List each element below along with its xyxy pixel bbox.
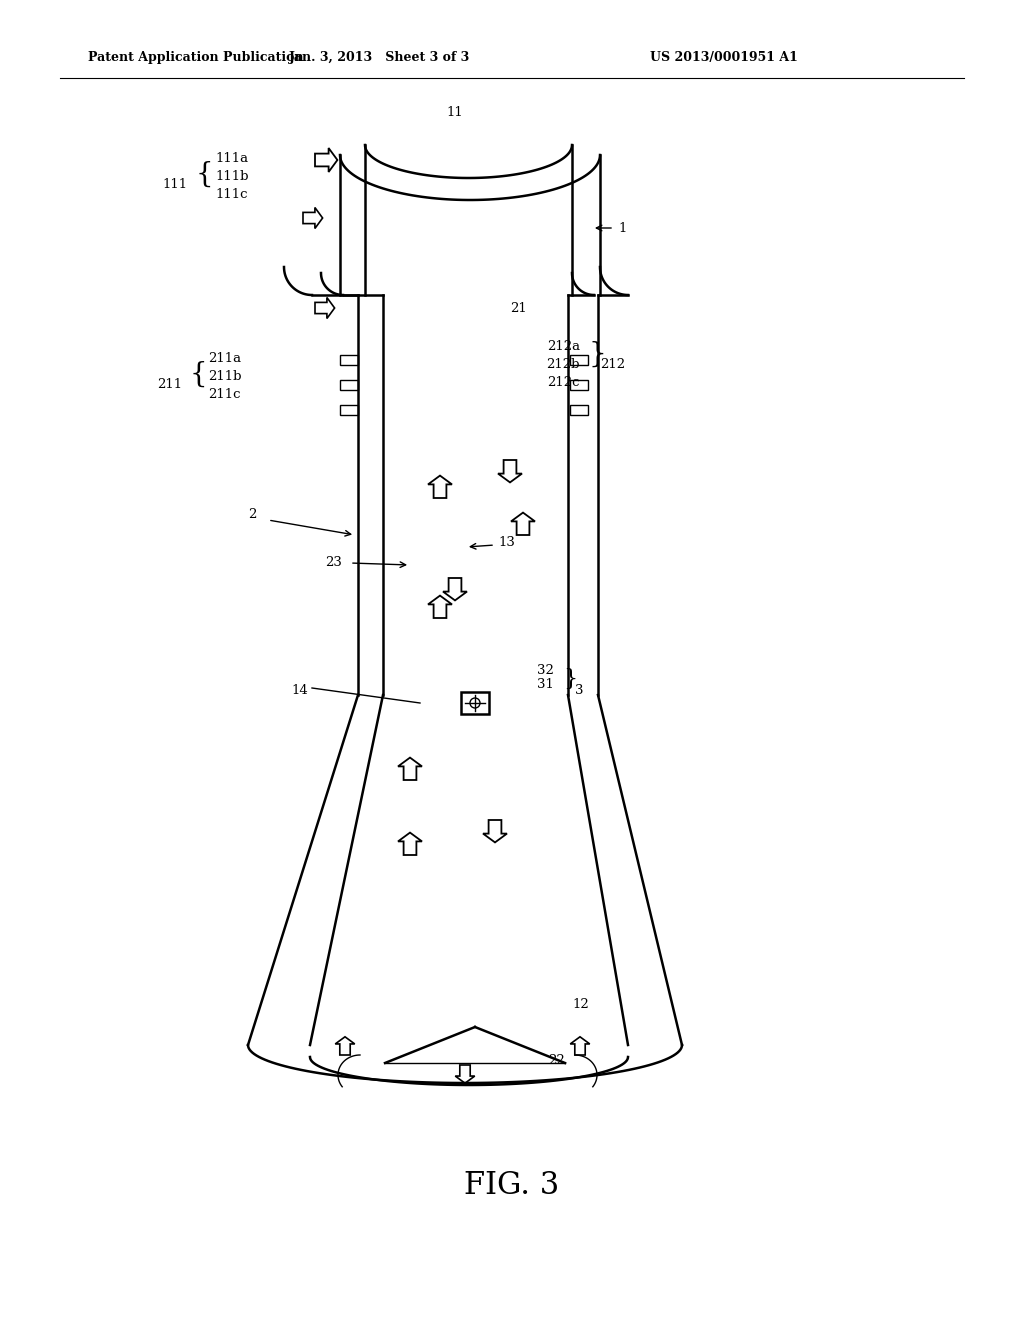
Text: 212: 212 xyxy=(600,359,625,371)
Text: 2: 2 xyxy=(248,508,256,521)
Text: 111: 111 xyxy=(163,178,188,191)
Text: 212c: 212c xyxy=(548,375,580,388)
Polygon shape xyxy=(398,758,422,780)
Bar xyxy=(340,405,358,414)
Text: 22: 22 xyxy=(548,1053,565,1067)
Text: 211: 211 xyxy=(157,379,182,392)
Text: }: } xyxy=(563,668,578,690)
Text: FIG. 3: FIG. 3 xyxy=(464,1170,560,1200)
Text: US 2013/0001951 A1: US 2013/0001951 A1 xyxy=(650,51,798,65)
Polygon shape xyxy=(428,475,452,498)
Text: 111c: 111c xyxy=(215,187,248,201)
Polygon shape xyxy=(456,1065,475,1084)
Text: 1: 1 xyxy=(618,222,627,235)
Bar xyxy=(340,355,358,366)
Polygon shape xyxy=(511,512,535,535)
Text: 12: 12 xyxy=(572,998,589,1011)
Text: 211a: 211a xyxy=(208,351,241,364)
Text: {: { xyxy=(196,161,214,187)
Text: 21: 21 xyxy=(510,301,526,314)
Bar xyxy=(461,692,489,714)
Text: 13: 13 xyxy=(498,536,515,549)
Polygon shape xyxy=(398,833,422,855)
Text: 31: 31 xyxy=(538,678,554,692)
Circle shape xyxy=(470,698,480,708)
Polygon shape xyxy=(428,595,452,618)
Text: }: } xyxy=(589,341,607,367)
Text: 11: 11 xyxy=(446,106,464,119)
Polygon shape xyxy=(443,578,467,601)
Text: Jan. 3, 2013   Sheet 3 of 3: Jan. 3, 2013 Sheet 3 of 3 xyxy=(290,51,471,65)
Text: 211b: 211b xyxy=(208,370,242,383)
Text: 3: 3 xyxy=(575,684,584,697)
Bar xyxy=(570,355,588,366)
Text: 212b: 212b xyxy=(547,358,580,371)
Text: 212a: 212a xyxy=(547,339,580,352)
Bar xyxy=(340,380,358,389)
Text: 32: 32 xyxy=(538,664,554,676)
Polygon shape xyxy=(335,1036,354,1055)
Polygon shape xyxy=(315,297,335,318)
Text: 211c: 211c xyxy=(208,388,241,400)
Text: Patent Application Publication: Patent Application Publication xyxy=(88,51,303,65)
Text: 111a: 111a xyxy=(215,152,248,165)
Polygon shape xyxy=(498,459,522,482)
Polygon shape xyxy=(303,207,323,228)
Bar xyxy=(570,380,588,389)
Bar xyxy=(570,405,588,414)
Polygon shape xyxy=(483,820,507,842)
Text: {: { xyxy=(190,360,208,388)
Text: 23: 23 xyxy=(325,556,342,569)
Text: 14: 14 xyxy=(291,684,308,697)
Polygon shape xyxy=(315,148,337,172)
Text: 111b: 111b xyxy=(215,169,249,182)
Polygon shape xyxy=(570,1036,590,1055)
